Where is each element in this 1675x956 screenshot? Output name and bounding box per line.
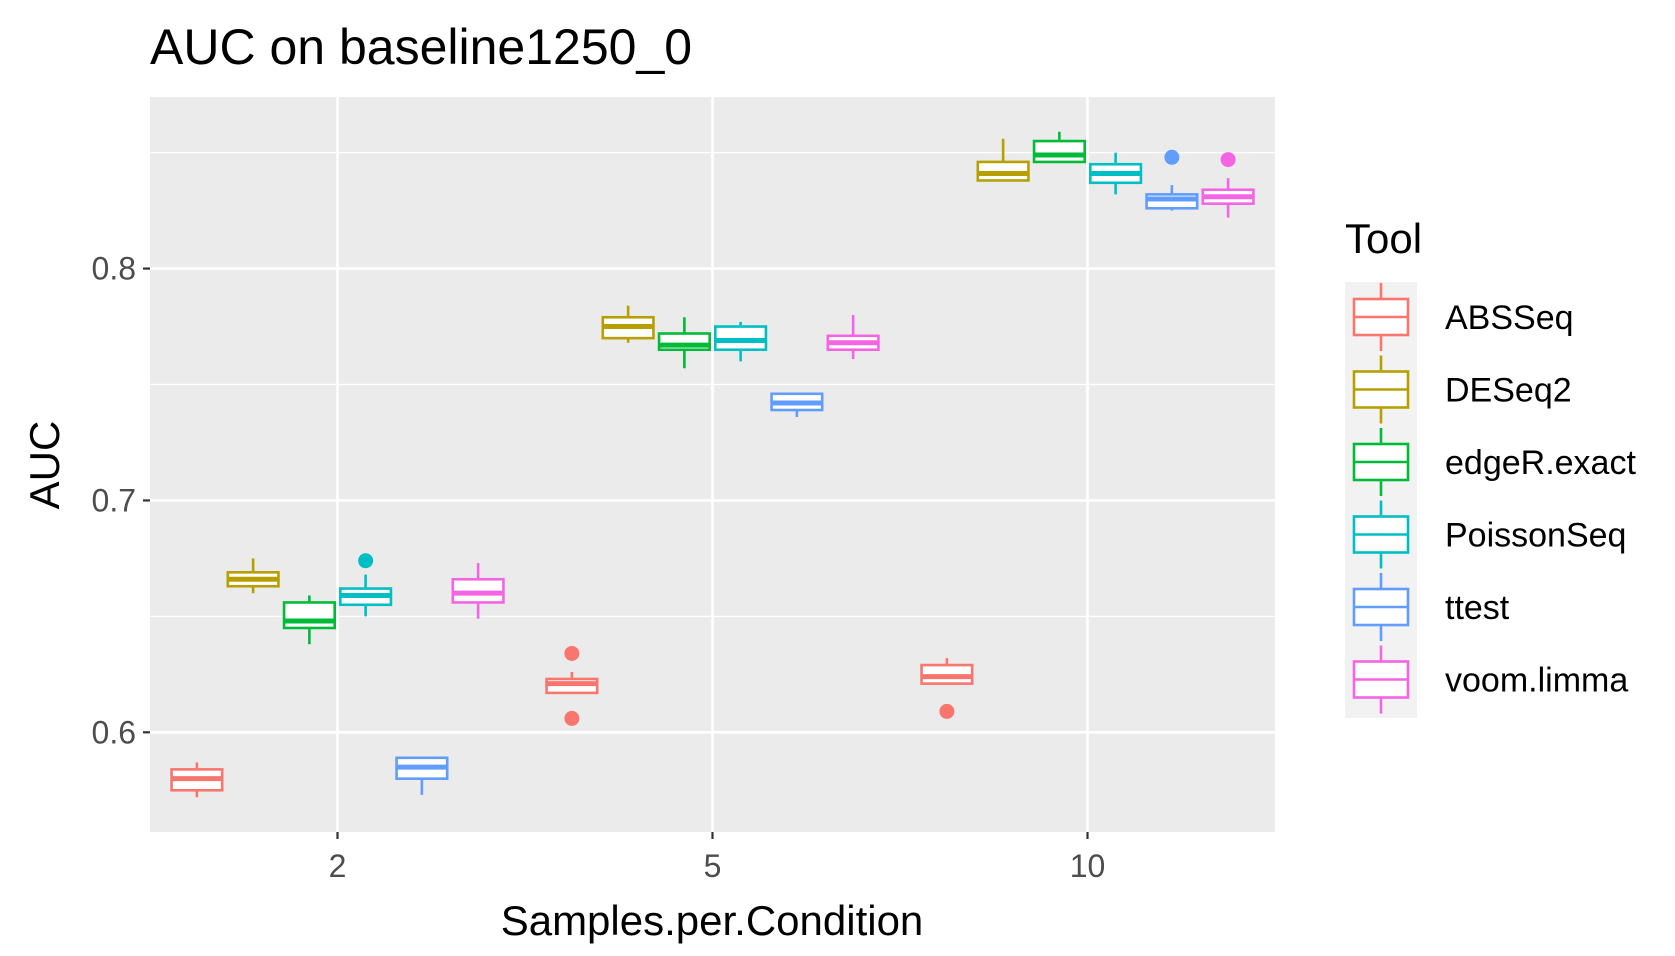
- box-edgeR.exact-10: [1032, 131, 1086, 164]
- outlier-point: [1164, 149, 1180, 165]
- legend-label: DESeq2: [1445, 372, 1572, 410]
- legend-label: ABSSeq: [1445, 299, 1574, 337]
- y-tick-label: 0.6: [92, 714, 136, 750]
- box-ABSSeq-2: [170, 762, 224, 798]
- y-axis-ticks: 0.6 0.7 0.8: [92, 251, 150, 750]
- box-PoissonSeq-10: [1089, 152, 1143, 195]
- legend-item-PoissonSeq: PoissonSeq: [1352, 500, 1626, 569]
- legend-label: PoissonSeq: [1445, 517, 1626, 555]
- box-PoissonSeq-5: [714, 321, 768, 362]
- legend-item-ttest: ttest: [1352, 573, 1510, 641]
- box-body: [1032, 139, 1086, 164]
- legend-label: voom.limma: [1445, 662, 1628, 700]
- major-gridlines: [150, 97, 1275, 832]
- y-tick-label: 0.8: [92, 251, 136, 287]
- outlier-point: [1220, 152, 1236, 168]
- x-tick-label: 2: [329, 848, 347, 884]
- legend-title: Tool: [1345, 215, 1422, 262]
- outlier-point: [564, 710, 580, 726]
- legend-item-DESeq2: DESeq2: [1352, 355, 1572, 424]
- x-axis-title: Samples.per.Condition: [501, 897, 924, 944]
- box-DESeq2-2: [226, 558, 280, 594]
- box-ABSSeq-10: [920, 658, 974, 719]
- box-voom.limma-2: [451, 563, 505, 619]
- legend-item-ABSSeq: ABSSeq: [1352, 283, 1574, 351]
- box-DESeq2-10: [976, 138, 1030, 182]
- box-DESeq2-5: [601, 305, 655, 343]
- x-tick-label: 10: [1070, 848, 1106, 884]
- box-ABSSeq-5: [545, 645, 599, 726]
- outlier-point: [358, 553, 374, 569]
- chart-title: AUC on baseline1250_0: [150, 19, 692, 75]
- legend-label: edgeR.exact: [1445, 444, 1636, 482]
- box-ttest-10: [1145, 149, 1199, 211]
- y-axis-title: AUC: [21, 421, 68, 510]
- legend-key-background: [1345, 282, 1417, 718]
- legend-item-voom.limma: voom.limma: [1352, 645, 1628, 714]
- legend-item-edgeR.exact: edgeR.exact: [1352, 428, 1636, 496]
- box-PoissonSeq-2: [339, 553, 393, 617]
- box-edgeR.exact-2: [282, 595, 336, 645]
- box-voom.limma-10: [1201, 152, 1255, 218]
- box-ttest-2: [395, 756, 449, 795]
- boxplot-series: [170, 131, 1255, 798]
- y-tick-label: 0.7: [92, 482, 136, 518]
- x-tick-label: 5: [704, 848, 722, 884]
- x-axis-ticks: 2 5 10: [329, 832, 1106, 884]
- legend: Tool ABSSeq DESeq2 edgeR.exact PoissonSeq tt…: [1345, 215, 1636, 718]
- box-voom.limma-5: [826, 314, 880, 360]
- legend-items: ABSSeq DESeq2 edgeR.exact PoissonSeq ttest vo…: [1352, 283, 1636, 714]
- outlier-point: [564, 645, 580, 661]
- box-edgeR.exact-5: [657, 317, 711, 369]
- legend-label: ttest: [1445, 589, 1510, 627]
- box-ttest-5: [770, 392, 824, 417]
- outlier-point: [939, 703, 955, 719]
- box-body: [282, 601, 336, 630]
